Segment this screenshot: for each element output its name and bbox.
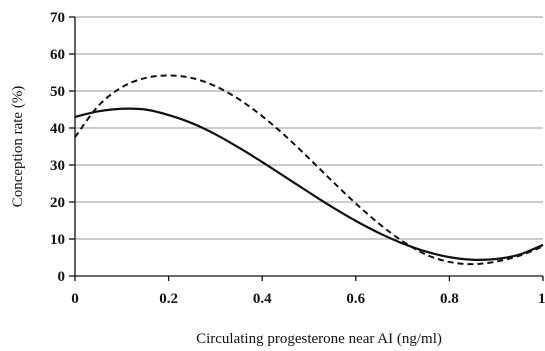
- x-tick-label: 0.8: [440, 291, 459, 307]
- y-tick-label: 10: [50, 232, 65, 248]
- y-tick-label: 70: [50, 10, 65, 26]
- y-tick-label: 50: [50, 84, 65, 100]
- y-tick-label: 20: [50, 195, 65, 211]
- tick-labels: 0 10 20 30 40 50 60 70 0 0.2 0.4 0.6 0.8 1: [50, 10, 545, 307]
- series-line-solid: [74, 107, 544, 261]
- x-tick-label: 0: [71, 291, 79, 307]
- x-tick-label: 0.6: [346, 291, 365, 307]
- x-tick-label: 0.4: [253, 291, 272, 307]
- y-axis-title: Conception rate (%): [10, 86, 26, 208]
- y-tick-label: 40: [50, 121, 65, 137]
- x-tick-label: 0.2: [159, 291, 178, 307]
- series-line-dashed: [74, 74, 544, 266]
- x-axis-title: Circulating progesterone near AI (ng/ml): [196, 331, 442, 347]
- series-lines: [74, 74, 544, 266]
- x-tick-label: 1: [538, 291, 545, 307]
- y-tick-label: 30: [50, 158, 65, 174]
- gridlines: [75, 16, 543, 240]
- y-tick-label: 0: [58, 269, 66, 285]
- y-tick-label: 60: [50, 47, 65, 63]
- axes: [69, 16, 544, 281]
